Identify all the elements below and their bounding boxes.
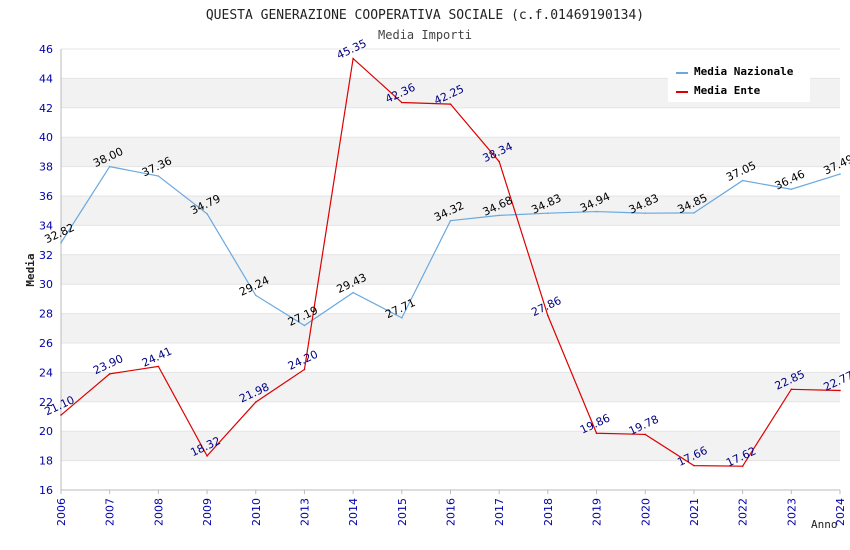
legend-label-media-nazionale: Media Nazionale: [694, 65, 794, 78]
data-point-media-ente: [595, 432, 598, 435]
grid-band: [61, 137, 840, 167]
x-tick-label: 2018: [542, 498, 555, 526]
data-point-media-ente: [401, 101, 403, 104]
data-point-media-ente: [108, 373, 111, 375]
data-point-media-ente: [741, 465, 744, 467]
data-point-media-nazionale: [254, 294, 257, 297]
data-point-media-ente: [547, 314, 549, 317]
data-point-media-ente: [157, 365, 160, 368]
data-point-media-nazionale: [790, 188, 793, 191]
data-point-media-ente: [303, 368, 306, 371]
data-point-media-nazionale: [644, 212, 647, 214]
data-point-media-ente: [693, 464, 695, 467]
grid-band: [61, 284, 840, 314]
grid-band: [61, 225, 840, 255]
y-axis-ticks: 16 18 20 22 24 26 28 30 32 34 36 38 40 42 44 46: [39, 43, 53, 497]
legend: Media Nazionale Media Ente: [668, 60, 810, 102]
data-point-media-nazionale: [839, 173, 841, 175]
x-tick-label: 2014: [347, 498, 360, 526]
x-tick-label: 2019: [591, 498, 604, 526]
y-tick-label: 20: [39, 425, 53, 438]
y-tick-label: 38: [39, 161, 53, 174]
y-tick-label: 16: [39, 484, 53, 497]
y-tick-label: 30: [39, 278, 53, 291]
chart-title: QUESTA GENERAZIONE COOPERATIVA SOCIALE (…: [206, 8, 644, 23]
data-point-media-nazionale: [108, 165, 111, 168]
data-point-media-ente: [790, 388, 793, 391]
grid-band: [61, 107, 840, 138]
data-point-media-ente: [254, 401, 257, 403]
grid-band: [61, 460, 840, 490]
data-point-media-ente: [839, 389, 841, 392]
x-tick-label: 2016: [445, 498, 458, 526]
x-tick-label: 2024: [834, 498, 847, 526]
y-tick-label: 40: [39, 131, 53, 144]
y-tick-label: 36: [39, 190, 53, 203]
x-tick-label: 2008: [152, 498, 165, 526]
data-point-media-nazionale: [352, 291, 354, 294]
data-point-media-ente: [206, 455, 208, 457]
grid-band: [61, 401, 840, 432]
grid-band: [61, 166, 840, 196]
x-tick-label: 2015: [396, 498, 409, 526]
legend-box: [668, 60, 810, 102]
chart-subtitle: Media Importi: [378, 28, 472, 42]
data-point-media-nazionale: [595, 210, 598, 213]
data-point-media-nazionale: [401, 317, 403, 319]
y-axis-label: Media: [24, 253, 37, 286]
x-tick-label: 2023: [785, 498, 798, 526]
x-axis-ticks: 2006 2007 2008 2009 2010 2013 2014 2015 2016 2017…: [55, 490, 847, 526]
data-point-media-nazionale: [60, 241, 62, 244]
series-lines: [60, 57, 841, 467]
x-tick-label: 2020: [639, 498, 652, 526]
y-tick-label: 28: [39, 308, 53, 321]
data-point-media-nazionale: [547, 212, 549, 214]
grid-bands: [61, 48, 840, 491]
data-point-media-nazionale: [741, 179, 744, 182]
legend-label-media-ente: Media Ente: [694, 84, 761, 97]
x-axis-label: Anno: [811, 518, 838, 531]
data-point-media-ente: [644, 433, 647, 436]
x-tick-label: 2013: [298, 498, 311, 526]
y-tick-label: 22: [39, 396, 53, 409]
data-point-media-nazionale: [693, 212, 695, 214]
x-tick-label: 2021: [688, 498, 701, 526]
grid-band: [61, 313, 840, 343]
grid-band: [61, 431, 840, 461]
grid-band: [61, 254, 840, 285]
y-tick-label: 34: [39, 219, 53, 232]
y-tick-label: 44: [39, 72, 53, 85]
data-point-media-nazionale: [498, 214, 500, 217]
grid-band: [61, 372, 840, 402]
y-tick-label: 46: [39, 43, 53, 56]
x-tick-label: 2006: [55, 498, 68, 526]
data-point-media-nazionale: [303, 324, 306, 327]
data-point-media-ente: [60, 414, 62, 416]
y-tick-label: 18: [39, 455, 53, 468]
data-point-media-nazionale: [157, 175, 160, 177]
data-point-media-nazionale: [206, 212, 208, 215]
data-point-media-ente: [498, 160, 500, 163]
y-tick-label: 42: [39, 102, 53, 115]
data-point-media-ente: [352, 57, 354, 60]
y-tick-label: 26: [39, 337, 53, 350]
x-tick-label: 2007: [104, 498, 117, 526]
x-tick-label: 2022: [737, 498, 750, 526]
y-tick-label: 32: [39, 249, 53, 262]
grid-band: [61, 343, 840, 373]
x-tick-label: 2017: [493, 498, 506, 526]
x-tick-label: 2009: [201, 498, 214, 526]
x-tick-label: 2010: [250, 498, 263, 526]
y-tick-label: 24: [39, 366, 53, 379]
data-point-media-nazionale: [449, 219, 452, 222]
data-point-media-ente: [449, 103, 452, 105]
